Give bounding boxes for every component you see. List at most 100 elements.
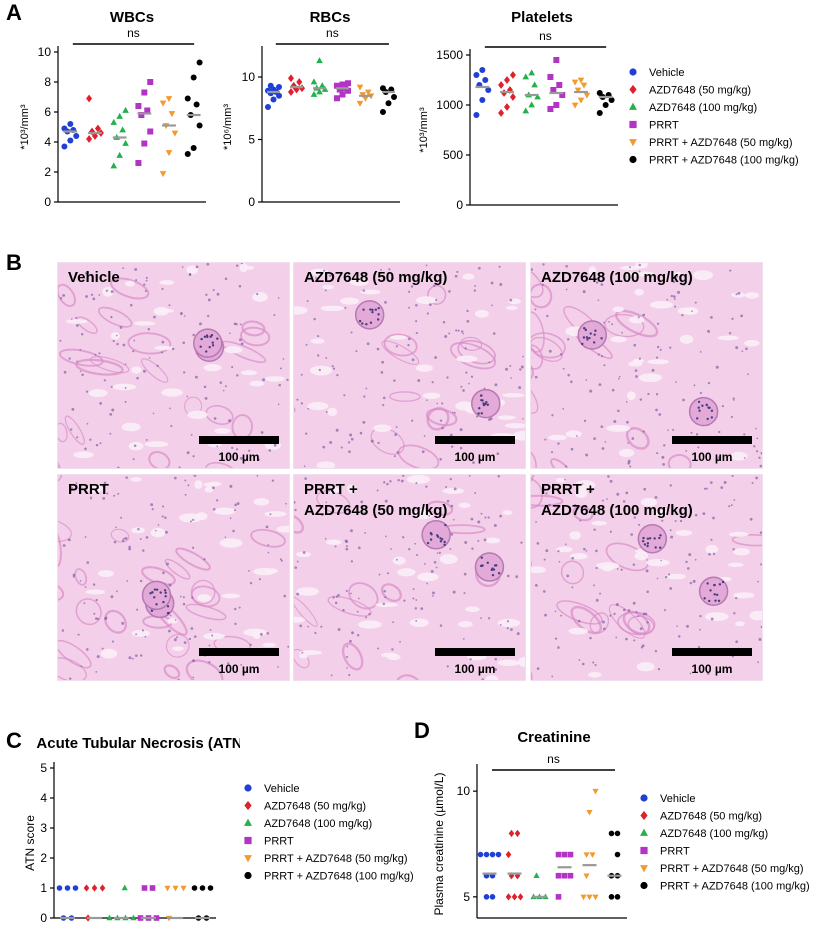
y-tick-label: 4 [40,791,47,805]
atn-chart: Acute Tubular Necrosis (ATN) 0 1 2 3 4 5 ATN sc… [23,735,240,925]
platelets-chart: Platelets 0 500 1000 1500 *10³/mm³ ns [418,9,618,212]
data-point [141,140,148,147]
data-point [159,100,167,107]
y-tick-label: 0 [456,198,463,212]
data-point [264,104,271,110]
tissue-texture [58,263,289,468]
data-point [589,852,596,858]
panel-letter-b: B [6,250,22,275]
data-point [485,87,492,93]
legend-entry: PRRT + AZD7648 (50 mg/kg) [649,137,793,149]
data-point [514,829,521,838]
legend-marker [640,794,648,802]
data-point [528,101,535,108]
scale-bar-label: 100 µm [691,662,733,676]
data-point [614,894,621,900]
data-point [119,126,126,133]
data-point [517,893,524,901]
y-tick-label: 2 [40,851,47,865]
data-point [483,851,490,858]
data-point [580,894,587,901]
data-point [310,90,318,97]
data-point [270,96,277,103]
data-point [339,91,346,98]
scale-bar-label: 100 µm [454,450,496,464]
data-point [316,88,323,95]
data-point [608,830,615,837]
data-point [553,102,560,108]
data-point [583,852,590,858]
scale-bar-label: 100 µm [218,450,260,464]
data-point [164,885,171,892]
data-point [555,894,562,900]
data-point [86,135,93,143]
legend-marker [629,68,637,76]
data-point [571,102,579,109]
data-point [498,81,505,89]
data-point [592,788,599,795]
data-point [190,74,197,81]
data-point [614,830,621,837]
chart-title: WBCs [110,9,154,26]
y-tick-label: 1500 [436,48,463,62]
chart-title: RBCs [310,9,351,26]
y-tick-label: 10 [38,45,52,59]
data-point [147,128,154,135]
scale-bar-label: 100 µm [218,662,260,676]
histology-label: PRRT [68,481,109,498]
data-point [586,894,593,901]
data-point [555,872,562,879]
legend-marker [629,120,637,129]
data-point [479,97,486,103]
data-point [356,100,364,107]
data-point [592,894,599,901]
data-point [364,89,372,96]
data-point [165,150,173,157]
data-point [61,125,68,132]
data-point [141,885,148,891]
legend-entry: PRRT [660,846,690,858]
panel-letter-c: C [6,728,22,753]
legend-entry: Vehicle [660,793,695,805]
data-point [473,72,480,78]
data-point [184,95,191,102]
histology-image: Vehicle 100 µm [57,262,290,469]
legend-marker [640,828,648,836]
data-point [299,84,306,93]
data-point [267,82,274,89]
data-point [207,885,214,891]
data-point [121,884,128,891]
data-point [91,884,98,892]
data-point [168,111,176,118]
legend-entry: AZD7648 (100 mg/kg) [264,818,372,830]
data-point [505,893,512,901]
data-point [583,873,590,880]
tissue-texture [58,475,289,680]
data-point [165,96,173,103]
data-point [199,885,206,891]
y-tick-label: 5 [40,761,47,775]
data-point [94,124,101,133]
legend-marker [244,855,252,863]
data-point [99,884,106,892]
data-point [287,88,294,96]
data-point [61,143,68,150]
data-point [122,139,129,146]
y-tick-label: 6 [44,105,51,119]
data-point [333,82,340,89]
data-point [153,915,160,921]
data-point [550,87,557,93]
y-tick-label: 10 [242,70,256,84]
data-point [553,57,560,63]
data-point [116,151,123,158]
scale-bar-label: 100 µm [454,662,496,676]
data-point [159,171,167,178]
legend-panel-c: Vehicle AZD7648 (50 mg/kg) AZD7648 (100 mg… [244,783,414,883]
data-point [287,74,294,83]
data-point [122,106,129,113]
data-point [318,82,326,89]
data-point [137,915,144,921]
legend-entry: Vehicle [649,67,684,79]
data-point [336,86,343,93]
legend-entry: AZD7648 (50 mg/kg) [649,85,751,97]
